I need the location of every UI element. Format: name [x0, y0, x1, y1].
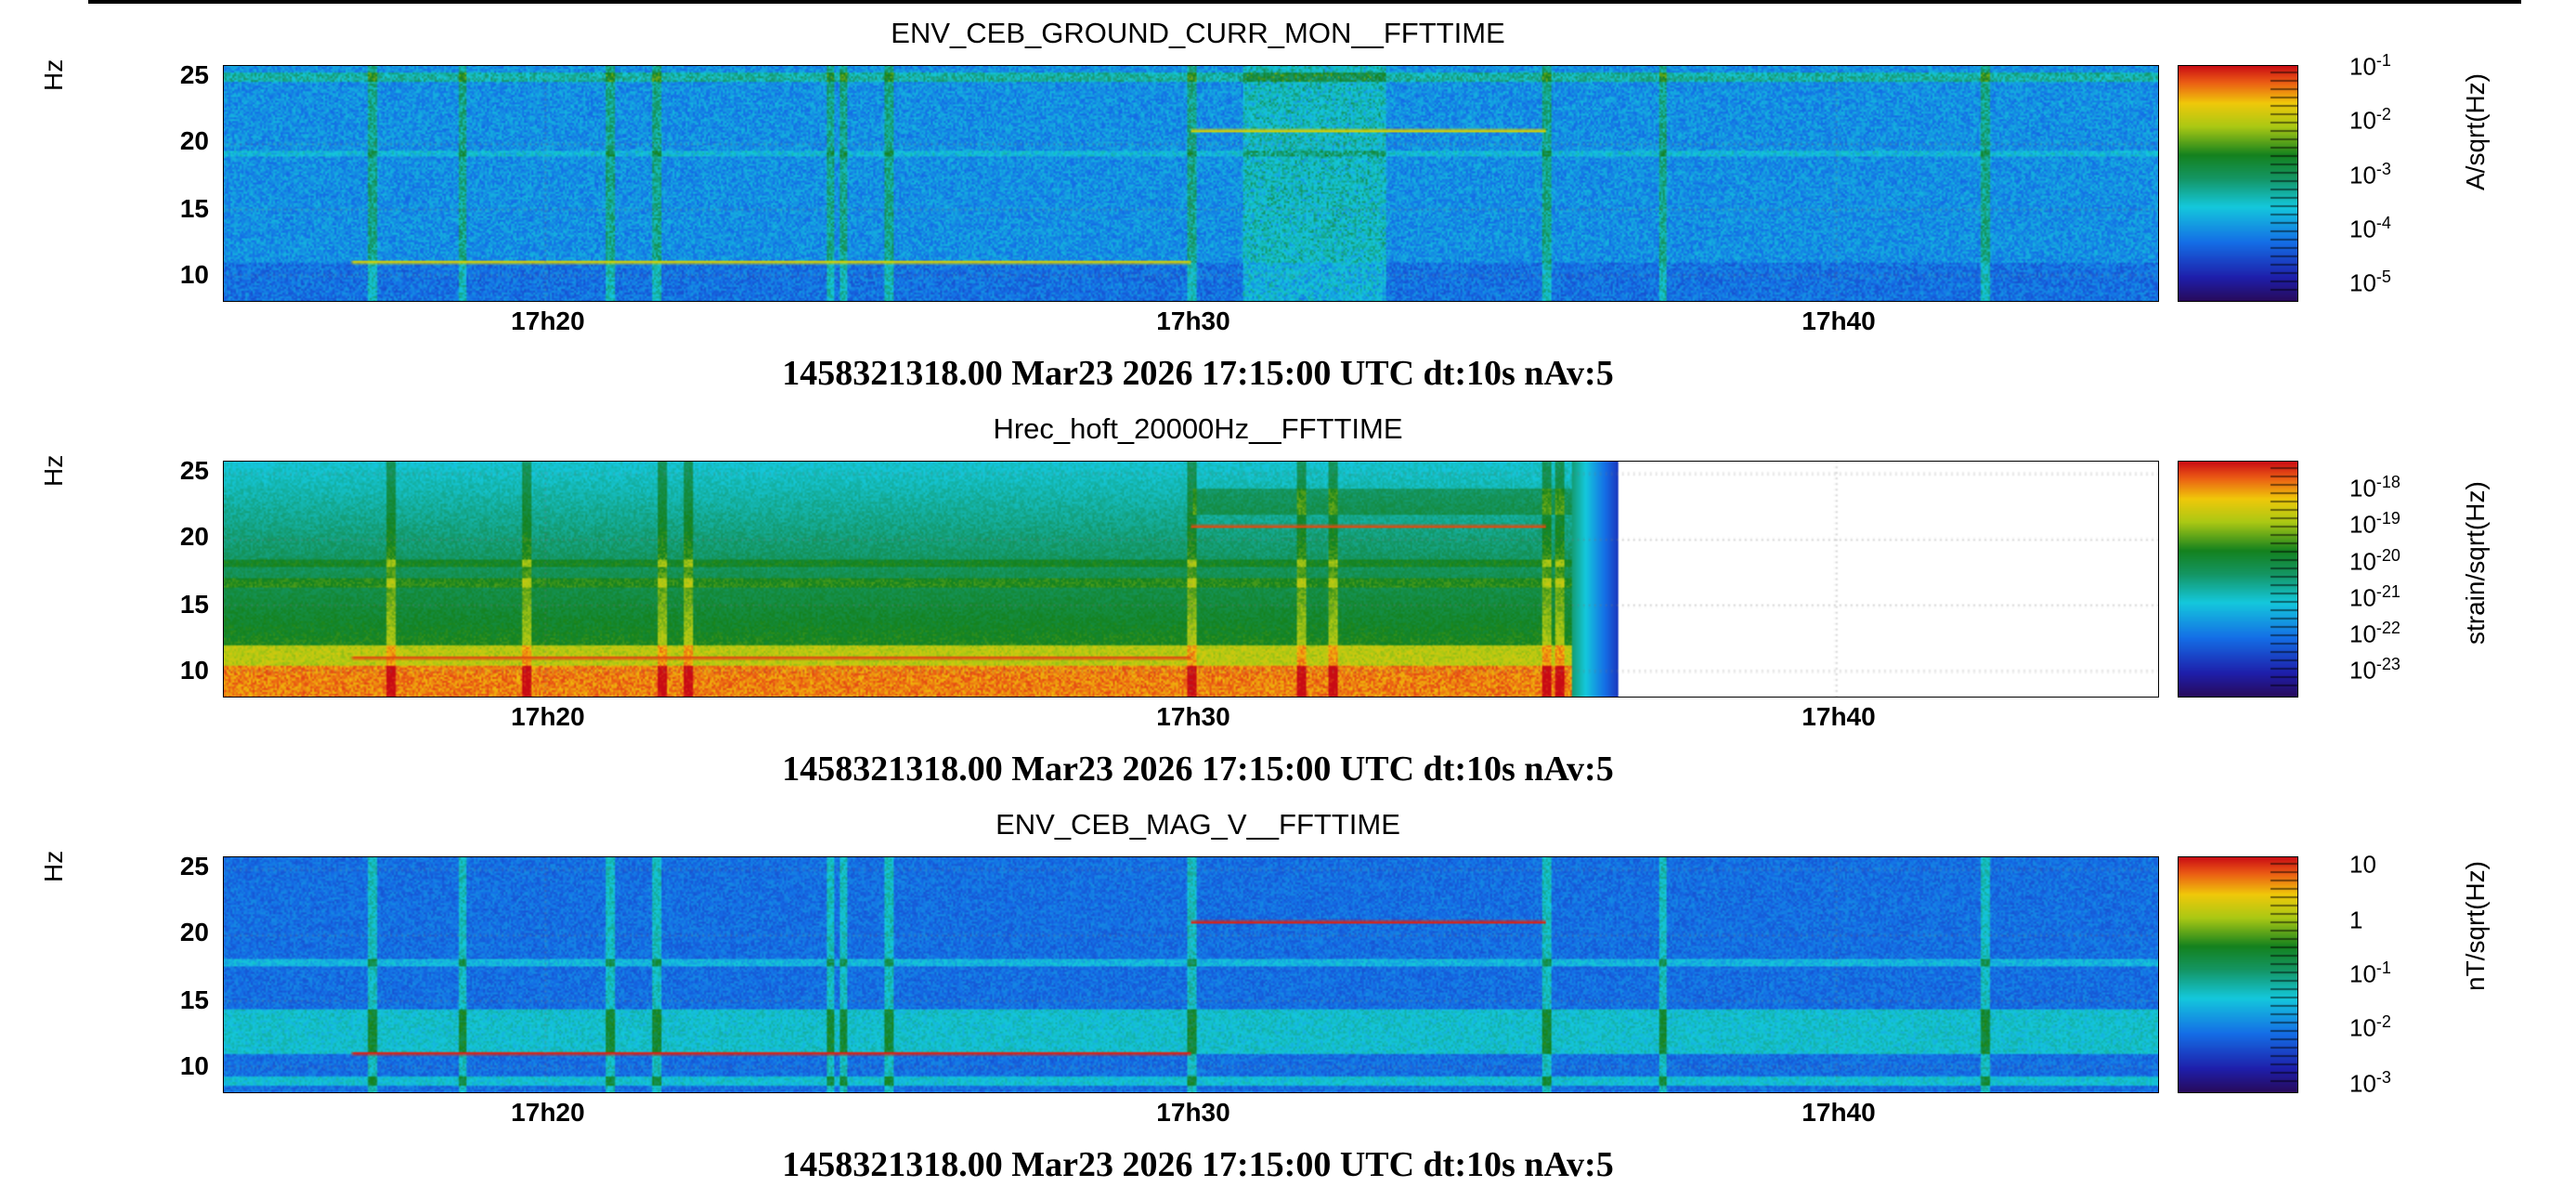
x-tick-label: 17h40	[1802, 307, 1876, 335]
y-axis-label: Hz	[39, 454, 68, 487]
y-tick-label: 25	[179, 456, 209, 485]
y-tick-label: 20	[179, 918, 209, 946]
spectrogram-panel-mag-v: ENV_CEB_MAG_V__FFTTIME Hz 25 20 15 10 17…	[0, 791, 2576, 1184]
colorbar-frame	[2178, 856, 2298, 1093]
colorbar-tick: 10-1	[2349, 959, 2391, 988]
colorbar	[2178, 65, 2298, 302]
x-tick-label: 17h20	[511, 1098, 585, 1127]
colorbar-tick: 10-4	[2349, 214, 2391, 243]
colorbar-tick: 10-22	[2349, 619, 2400, 648]
colorbar-tick: 10-1	[2349, 51, 2391, 81]
spectrogram-plot	[223, 856, 2159, 1093]
plot-frame	[223, 856, 2159, 1093]
y-tick-label: 10	[179, 656, 209, 685]
y-tick-label: 25	[179, 852, 209, 880]
spectrogram-image	[223, 65, 2159, 302]
colorbar-tick: 10-23	[2349, 655, 2400, 685]
x-tick-label: 17h40	[1802, 1098, 1876, 1127]
x-tick-label: 17h30	[1156, 1098, 1230, 1127]
x-tick-label: 17h30	[1156, 702, 1230, 731]
colorbar-tick: 10-2	[2349, 105, 2391, 135]
spectrogram-panel-hrec-hoft: Hrec_hoft_20000Hz__FFTTIME Hz 25 20 15 1…	[0, 396, 2576, 789]
plot-caption: 1458321318.00 Mar23 2026 17:15:00 UTC dt…	[782, 1145, 1614, 1184]
colorbar-tick: 10-21	[2349, 582, 2400, 612]
spectrogram-plot	[223, 65, 2159, 302]
colorbar-tick: 10-2	[2349, 1012, 2391, 1042]
colorbar-unit-label: strain/sqrt(Hz)	[2461, 481, 2490, 645]
x-tick-label: 17h20	[511, 702, 585, 731]
colorbar-unit-label: nT/sqrt(Hz)	[2461, 861, 2490, 991]
colorbar-tick: 10-5	[2349, 267, 2391, 297]
colorbar-tick: 10-3	[2349, 160, 2391, 189]
colorbar-tick: 10-18	[2349, 473, 2400, 502]
y-axis-label: Hz	[39, 59, 68, 91]
y-tick-label: 20	[179, 522, 209, 551]
panel-title: ENV_CEB_MAG_V__FFTTIME	[995, 808, 1400, 841]
y-tick-label: 10	[179, 260, 209, 289]
y-axis-label: Hz	[39, 850, 68, 882]
colorbar-gradient	[2178, 856, 2298, 1093]
colorbar-tick: 10	[2349, 850, 2376, 879]
y-tick-label: 20	[179, 126, 209, 155]
top-border-line	[88, 0, 2521, 4]
colorbar-tick: 10-3	[2349, 1068, 2391, 1098]
panel-title: Hrec_hoft_20000Hz__FFTTIME	[993, 412, 1403, 445]
y-tick-label: 15	[179, 194, 209, 223]
colorbar-tick: 1	[2349, 906, 2363, 934]
colorbar-frame	[2178, 461, 2298, 698]
plot-caption: 1458321318.00 Mar23 2026 17:15:00 UTC dt…	[782, 750, 1614, 789]
panel-title: ENV_CEB_GROUND_CURR_MON__FFTTIME	[891, 17, 1505, 49]
colorbar-gradient	[2178, 461, 2298, 698]
colorbar	[2178, 461, 2298, 698]
plot-caption: 1458321318.00 Mar23 2026 17:15:00 UTC dt…	[782, 354, 1614, 393]
spectrogram-image	[223, 461, 2159, 698]
colorbar-tick: 10-20	[2349, 546, 2400, 576]
plot-frame	[223, 65, 2159, 302]
colorbar-frame	[2178, 65, 2298, 302]
colorbar-unit-label: A/sqrt(Hz)	[2461, 73, 2490, 190]
spectrogram-image	[223, 856, 2159, 1093]
colorbar-tick: 10-19	[2349, 509, 2400, 539]
spectrogram-plot	[223, 461, 2159, 698]
x-tick-label: 17h20	[511, 307, 585, 335]
y-tick-label: 10	[179, 1051, 209, 1080]
spectrogram-panel-ground-curr: ENV_CEB_GROUND_CURR_MON__FFTTIME Hz 25 2…	[0, 0, 2576, 393]
y-tick-label: 15	[179, 985, 209, 1014]
colorbar	[2178, 856, 2298, 1093]
y-tick-label: 25	[179, 60, 209, 89]
y-tick-label: 15	[179, 590, 209, 619]
x-tick-label: 17h40	[1802, 702, 1876, 731]
plot-frame	[223, 461, 2159, 698]
x-tick-label: 17h30	[1156, 307, 1230, 335]
colorbar-gradient	[2178, 65, 2298, 302]
